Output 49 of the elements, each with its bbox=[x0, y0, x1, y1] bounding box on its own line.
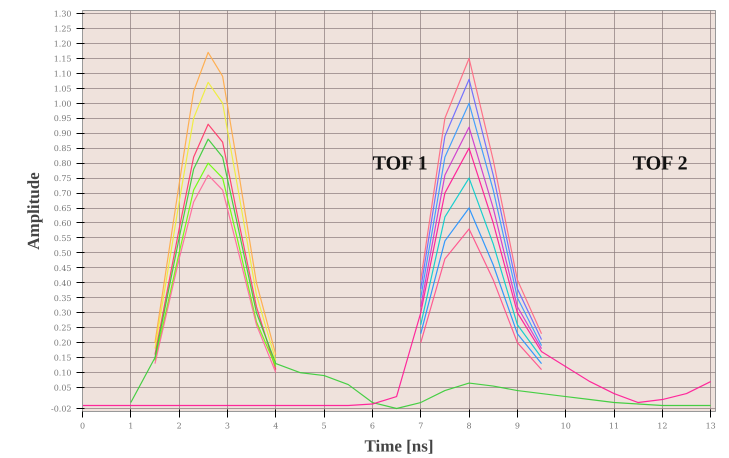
line-series bbox=[420, 228, 542, 370]
y-tick-label: 0.90 bbox=[54, 129, 72, 138]
y-tick-label: 0.15 bbox=[54, 354, 72, 363]
y-tick-label: 1.15 bbox=[54, 54, 72, 64]
y-tick-label: 0.40 bbox=[54, 278, 72, 288]
x-tick-label: 3 bbox=[224, 422, 230, 430]
line-series bbox=[420, 207, 542, 364]
x-tick-label: 7 bbox=[418, 422, 424, 430]
y-tick-label: 0.45 bbox=[54, 264, 72, 273]
x-axis-title: Time [ns] bbox=[364, 436, 434, 456]
y-tick-label: 0.95 bbox=[54, 114, 72, 124]
x-tick-label: 11 bbox=[608, 422, 620, 430]
y-tick-label: 0.10 bbox=[54, 368, 72, 378]
y-tick-label: 0.55 bbox=[54, 234, 72, 243]
x-tick-label: 1 bbox=[128, 422, 134, 430]
y-tick-label: 0.80 bbox=[54, 159, 72, 168]
line-series bbox=[420, 177, 542, 358]
y-tick-label: 1.00 bbox=[54, 99, 72, 108]
y-tick-label: 0.70 bbox=[54, 189, 72, 198]
x-tick-label: 8 bbox=[466, 422, 472, 430]
y-tick-label: 0.20 bbox=[54, 338, 72, 348]
y-tick-label: 1.30 bbox=[54, 9, 72, 18]
y-tick-label: 1.05 bbox=[54, 84, 72, 94]
y-tick-label: 0.30 bbox=[54, 308, 72, 318]
x-tick-label: 2 bbox=[176, 422, 182, 430]
x-tick-label: 13 bbox=[706, 422, 716, 430]
x-tick-label: 9 bbox=[514, 422, 520, 430]
x-tick-label: 6 bbox=[370, 422, 375, 430]
x-tick-label: 10 bbox=[560, 422, 571, 430]
y-tick-label: -0.02 bbox=[50, 404, 72, 414]
line-series bbox=[154, 124, 276, 370]
x-tick-label: 12 bbox=[657, 422, 668, 430]
y-tick-label: 1.25 bbox=[54, 24, 72, 34]
y-tick-label: 0.65 bbox=[54, 204, 72, 214]
x-tick-label: 0 bbox=[80, 422, 86, 430]
y-tick-label: 0.25 bbox=[54, 324, 72, 333]
x-tick-label: 4 bbox=[273, 422, 278, 430]
y-tick-label: 0.60 bbox=[54, 218, 72, 228]
y-tick-label: 0.75 bbox=[54, 174, 72, 184]
annotation: TOF 1 bbox=[372, 152, 428, 174]
y-tick-label: 0.50 bbox=[54, 248, 72, 258]
y-tick-label: 0.35 bbox=[54, 294, 72, 303]
annotation: TOF 2 bbox=[632, 152, 688, 174]
y-axis-title: Amplitude bbox=[24, 172, 43, 250]
y-tick-label: 1.10 bbox=[54, 69, 72, 78]
x-tick-label: 5 bbox=[322, 422, 327, 430]
y-tick-label: 1.20 bbox=[54, 39, 72, 48]
y-tick-label: 0.05 bbox=[54, 384, 72, 393]
y-tick-label: 0.85 bbox=[54, 144, 72, 154]
